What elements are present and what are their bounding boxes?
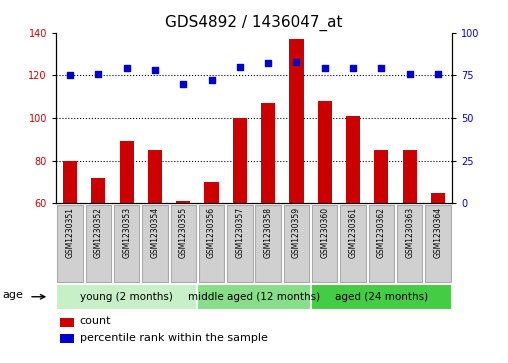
Text: GSM1230364: GSM1230364 [433,207,442,258]
Point [264,61,272,66]
Bar [63,160,77,203]
Text: GSM1230363: GSM1230363 [405,207,414,258]
Point [293,59,301,65]
Bar [233,118,247,203]
FancyBboxPatch shape [310,284,452,310]
Point [434,71,442,77]
Text: GSM1230358: GSM1230358 [264,207,273,258]
Text: age: age [3,290,24,301]
Text: count: count [80,316,111,326]
Bar [346,116,360,203]
Bar [119,142,134,203]
Bar [60,318,74,327]
Text: GSM1230361: GSM1230361 [348,207,358,258]
Text: GSM1230355: GSM1230355 [179,207,188,258]
FancyBboxPatch shape [171,205,196,282]
Text: GSM1230353: GSM1230353 [122,207,131,258]
Text: GSM1230354: GSM1230354 [150,207,160,258]
Bar [403,150,417,203]
FancyBboxPatch shape [142,205,168,282]
Bar [91,178,106,203]
Text: aged (24 months): aged (24 months) [335,292,428,302]
Bar [60,334,74,343]
Point [405,71,414,77]
Point [321,66,329,72]
Text: GSM1230356: GSM1230356 [207,207,216,258]
FancyBboxPatch shape [199,205,224,282]
FancyBboxPatch shape [425,205,451,282]
FancyBboxPatch shape [57,205,83,282]
FancyBboxPatch shape [198,284,310,310]
Bar [204,182,218,203]
Title: GDS4892 / 1436047_at: GDS4892 / 1436047_at [165,15,343,31]
FancyBboxPatch shape [256,205,281,282]
FancyBboxPatch shape [312,205,337,282]
Bar [318,101,332,203]
Text: young (2 months): young (2 months) [80,292,173,302]
Bar [290,39,304,203]
Text: GSM1230359: GSM1230359 [292,207,301,258]
FancyBboxPatch shape [283,205,309,282]
FancyBboxPatch shape [85,205,111,282]
FancyBboxPatch shape [340,205,366,282]
Bar [374,150,389,203]
Point [66,72,74,78]
Point [122,66,131,72]
Text: GSM1230351: GSM1230351 [66,207,75,258]
Bar [148,150,162,203]
Text: GSM1230357: GSM1230357 [235,207,244,258]
Point [151,67,159,73]
Text: percentile rank within the sample: percentile rank within the sample [80,333,268,343]
FancyBboxPatch shape [114,205,139,282]
Point [236,64,244,70]
Point [94,71,103,77]
Bar [261,103,275,203]
FancyBboxPatch shape [227,205,252,282]
Point [349,66,357,72]
Point [207,78,215,83]
FancyBboxPatch shape [397,205,423,282]
Bar [431,193,445,203]
FancyBboxPatch shape [369,205,394,282]
Point [179,81,187,87]
Text: GSM1230362: GSM1230362 [377,207,386,258]
Bar [176,201,190,203]
Text: middle aged (12 months): middle aged (12 months) [188,292,320,302]
Text: GSM1230360: GSM1230360 [320,207,329,258]
Point [377,66,386,72]
FancyBboxPatch shape [56,284,198,310]
Text: GSM1230352: GSM1230352 [94,207,103,258]
